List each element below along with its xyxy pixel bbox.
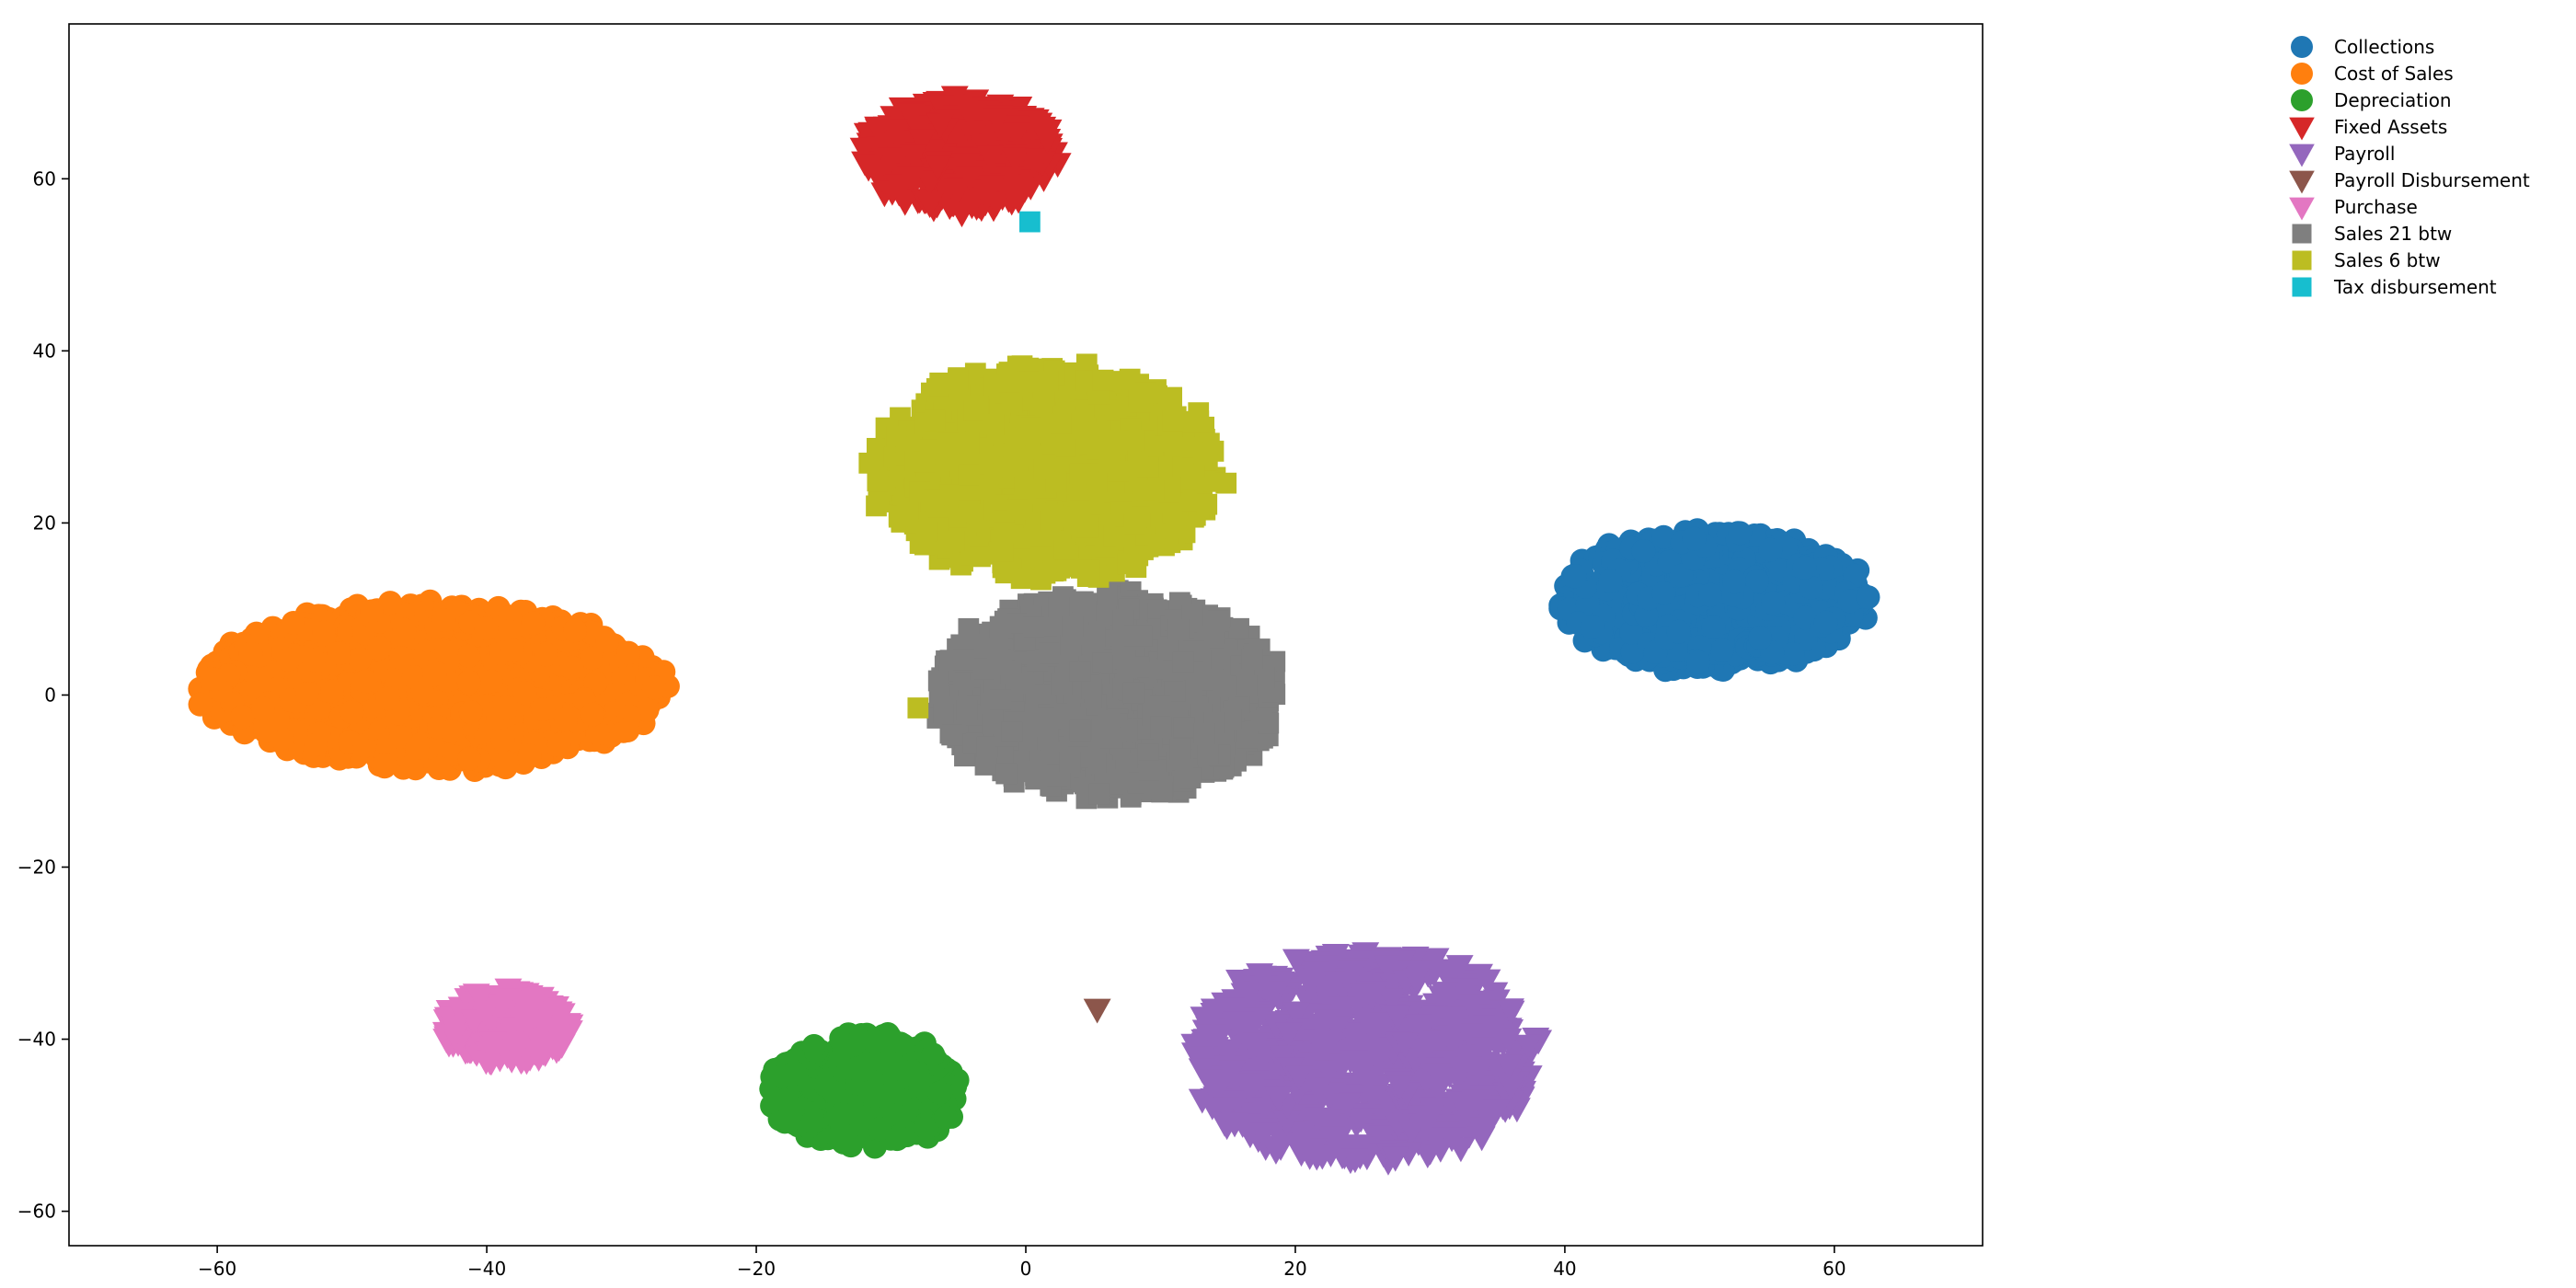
point-cost-of-sales (405, 735, 430, 760)
series-sales-21-btw (926, 580, 1286, 810)
point-cost-of-sales (493, 696, 518, 720)
point-cost-of-sales (500, 638, 524, 662)
series-fixed-assets (849, 86, 1072, 228)
point-collections (1701, 615, 1726, 639)
point-depreciation (800, 1110, 825, 1134)
point-cost-of-sales (512, 681, 537, 706)
point-cost-of-sales (281, 610, 305, 635)
point-collections (1748, 626, 1773, 650)
point-depreciation (842, 1101, 867, 1126)
point-collections (1709, 638, 1734, 662)
point-cost-of-sales (312, 620, 337, 645)
point-depreciation (887, 1125, 912, 1150)
point-depreciation (772, 1088, 797, 1113)
point-depreciation (862, 1029, 887, 1053)
point-collections (1651, 581, 1676, 605)
point-payroll-disbursement (1083, 998, 1111, 1024)
point-collections (1666, 619, 1691, 644)
point-cost-of-sales (595, 629, 620, 654)
point-cost-of-sales (490, 728, 515, 753)
series-payroll (1180, 942, 1553, 1176)
point-depreciation (927, 1080, 952, 1105)
point-cost-of-sales (422, 662, 447, 687)
point-cost-of-sales (615, 719, 640, 743)
point-cost-of-sales (353, 669, 378, 694)
point-cost-of-sales (559, 655, 584, 680)
point-cost-of-sales (478, 669, 503, 694)
point-depreciation (934, 1105, 959, 1130)
series-purchase (431, 978, 584, 1076)
point-collections (1697, 582, 1722, 607)
point-depreciation (801, 1034, 826, 1059)
point-cost-of-sales (457, 746, 482, 771)
point-collections (1722, 569, 1747, 594)
series-cost-of-sales (188, 589, 680, 782)
point-collections (1598, 569, 1623, 593)
point-cost-of-sales (616, 640, 641, 665)
point-cost-of-sales (202, 667, 227, 692)
point-cost-of-sales (521, 611, 546, 636)
data-points (188, 86, 1880, 1176)
point-cost-of-sales (302, 648, 327, 673)
point-depreciation (844, 1056, 868, 1081)
point-cost-of-sales (238, 641, 263, 666)
point-cost-of-sales (294, 681, 319, 706)
point-cost-of-sales (431, 608, 456, 633)
point-cost-of-sales (563, 618, 588, 643)
point-cost-of-sales (230, 705, 255, 730)
point-cost-of-sales (439, 719, 464, 744)
point-cost-of-sales (493, 750, 518, 775)
point-collections (1580, 615, 1604, 639)
point-collections (1728, 521, 1753, 546)
point-cost-of-sales (327, 641, 351, 666)
point-cost-of-sales (304, 732, 328, 757)
point-collections (1761, 591, 1786, 615)
plot-area (188, 86, 1880, 1176)
point-cost-of-sales (456, 644, 481, 669)
series-depreciation (759, 1022, 970, 1159)
point-collections (1631, 538, 1656, 563)
point-depreciation (881, 1079, 906, 1104)
point-depreciation (822, 1080, 846, 1105)
point-collections (1792, 555, 1817, 580)
point-cost-of-sales (253, 719, 278, 743)
series-payroll-disbursement (1083, 998, 1111, 1024)
point-cost-of-sales (517, 743, 542, 768)
point-depreciation (921, 1042, 946, 1067)
point-cost-of-sales (360, 599, 385, 624)
point-collections (1856, 585, 1880, 610)
point-depreciation (780, 1062, 805, 1087)
point-cost-of-sales (434, 639, 459, 664)
point-cost-of-sales (531, 697, 556, 722)
point-cost-of-sales (188, 692, 213, 717)
point-cost-of-sales (642, 675, 667, 700)
point-collections (1758, 537, 1783, 562)
point-collections (1563, 564, 1588, 589)
point-cost-of-sales (367, 635, 392, 660)
point-cost-of-sales (458, 700, 483, 725)
point-cost-of-sales (534, 642, 558, 667)
point-collections (1682, 526, 1707, 551)
point-cost-of-sales (339, 700, 364, 725)
point-collections (1813, 610, 1838, 635)
point-cost-of-sales (250, 696, 275, 721)
series-collections (1548, 518, 1880, 683)
point-collections (1686, 650, 1711, 674)
point-cost-of-sales (474, 616, 499, 641)
point-cost-of-sales (456, 670, 481, 695)
point-cost-of-sales (373, 753, 397, 777)
point-cost-of-sales (581, 702, 605, 727)
point-cost-of-sales (375, 686, 400, 711)
point-cost-of-sales (546, 732, 571, 757)
point-cost-of-sales (554, 707, 579, 732)
point-cost-of-sales (319, 679, 344, 704)
point-cost-of-sales (427, 756, 452, 781)
point-cost-of-sales (389, 646, 414, 671)
point-cost-of-sales (276, 647, 301, 672)
